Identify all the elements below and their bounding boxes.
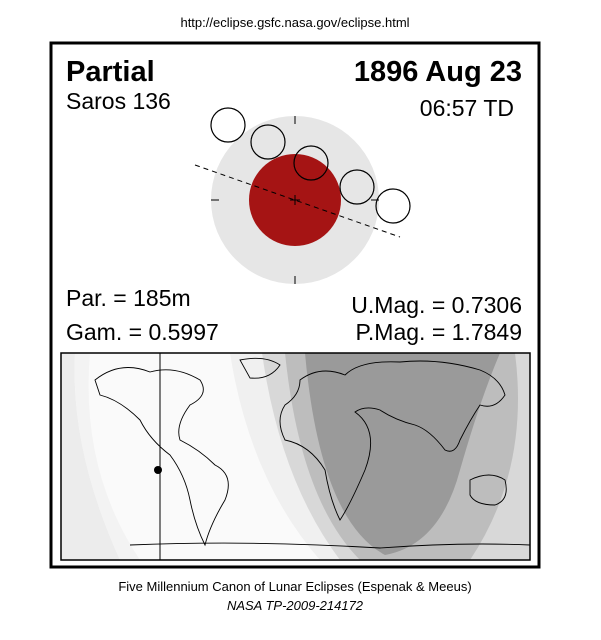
par: Par. = 185m [66,285,191,311]
umag: U.Mag. = 0.7306 [351,292,522,318]
pmag: P.Mag. = 1.7849 [356,319,522,345]
time: 06:57 TD [420,95,514,121]
gam: Gam. = 0.5997 [66,319,219,345]
eclipse-type: Partial [66,56,155,88]
eclipse-geometry [194,107,411,284]
footer-line1: Five Millennium Canon of Lunar Eclipses … [118,579,471,594]
footer-line2: NASA TP-2009-214172 [227,598,364,613]
world-map [60,352,531,561]
url: http://eclipse.gsfc.nasa.gov/eclipse.htm… [180,15,409,30]
eclipse-date: 1896 Aug 23 [354,56,522,88]
saros: Saros 136 [66,88,171,114]
